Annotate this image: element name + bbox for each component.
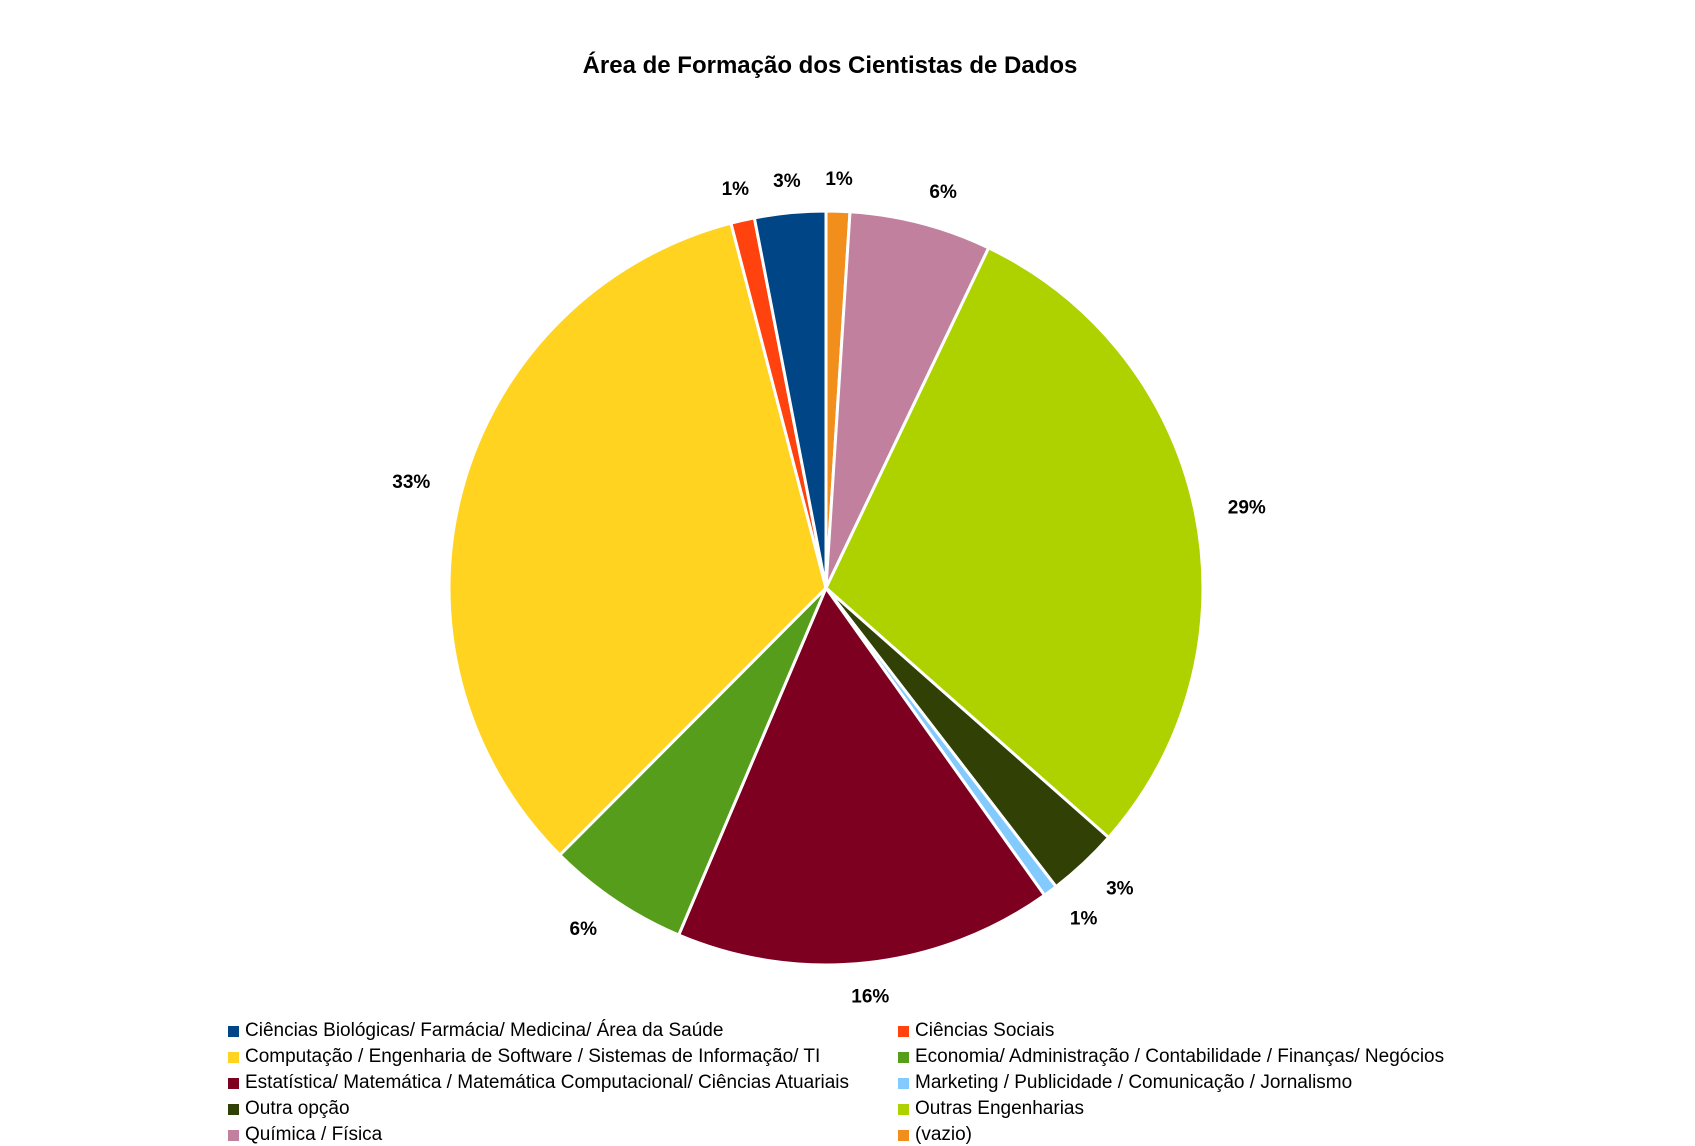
data-label-0: 1% [825,169,853,190]
legend-label-0: Ciências Biológicas/ Farmácia/ Medicina/… [245,1020,724,1041]
data-label-6: 6% [570,919,598,940]
data-label-7: 33% [392,472,430,493]
pie-slice-9 [752,209,828,590]
legend-item-6: Outra opção [228,1098,898,1120]
data-label-2: 29% [1228,497,1266,518]
legend-label-6: Outra opção [245,1098,350,1119]
pie-slice-5 [677,586,1046,967]
legend-swatch-2 [228,1051,239,1063]
legend-item-3: Economia/ Administração / Contabilidade … [898,1046,1598,1068]
legend-swatch-8 [228,1129,239,1141]
legend-item-9: (vazio) [898,1124,1598,1146]
legend-item-2: Computação / Engenharia de Software / Si… [228,1046,898,1068]
legend-label-1: Ciências Sociais [915,1020,1055,1041]
legend-item-1: Ciências Sociais [898,1020,1598,1042]
legend-swatch-5 [898,1077,909,1089]
data-label-4: 1% [1070,909,1098,930]
legend-item-4: Estatística/ Matemática / Matemática Com… [228,1072,898,1094]
legend-label-8: Química / Física [245,1124,383,1145]
legend-item-0: Ciências Biológicas/ Farmácia/ Medicina/… [228,1020,898,1042]
legend-swatch-3 [898,1051,909,1063]
legend-item-8: Química / Física [228,1124,898,1146]
legend-item-7: Outras Engenharias [898,1098,1598,1120]
pie-slice-6 [558,586,828,937]
legend-swatch-6 [228,1103,239,1115]
data-label-8: 1% [722,179,750,200]
data-label-1: 6% [929,182,957,203]
data-label-3: 3% [1106,878,1134,899]
legend-label-7: Outras Engenharias [915,1098,1084,1119]
legend-swatch-9 [898,1129,909,1141]
legend-item-5: Marketing / Publicidade / Comunicação / … [898,1072,1598,1094]
data-label-5: 16% [851,987,889,1008]
legend-swatch-1 [898,1025,909,1037]
data-label-9: 3% [773,171,801,192]
pie-slice-2 [824,246,1205,840]
legend-label-2: Computação / Engenharia de Software / Si… [245,1046,821,1067]
legend-label-9: (vazio) [915,1124,973,1145]
pie-slice-7 [447,221,828,857]
chart-legend: Ciências Biológicas/ Farmácia/ Medicina/… [228,1020,1648,1146]
legend-swatch-4 [228,1077,239,1089]
legend-swatch-7 [898,1103,909,1115]
pie-slice-1 [824,210,991,590]
legend-label-5: Marketing / Publicidade / Comunicação / … [915,1072,1353,1093]
chart-title: Área de Formação dos Cientistas de Dados [582,52,1078,79]
legend-label-4: Estatística/ Matemática / Matemática Com… [245,1072,850,1093]
legend-label-3: Economia/ Administração / Contabilidade … [915,1046,1445,1067]
legend-swatch-0 [228,1025,239,1037]
